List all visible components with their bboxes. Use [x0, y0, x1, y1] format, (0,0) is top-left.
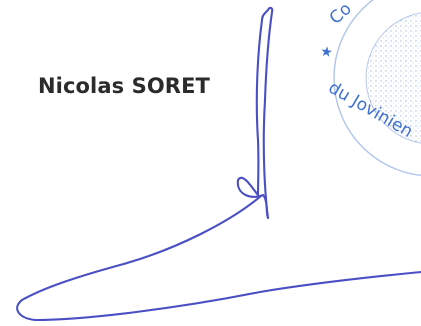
official-stamp: Co ★ du Jovinien [317, 0, 421, 177]
handwritten-signature [16, 6, 421, 322]
stamp-star-icon: ★ [317, 43, 337, 61]
signer-name: Nicolas SORET [38, 74, 210, 98]
stamp-arc-text-top: Co [326, 0, 356, 29]
